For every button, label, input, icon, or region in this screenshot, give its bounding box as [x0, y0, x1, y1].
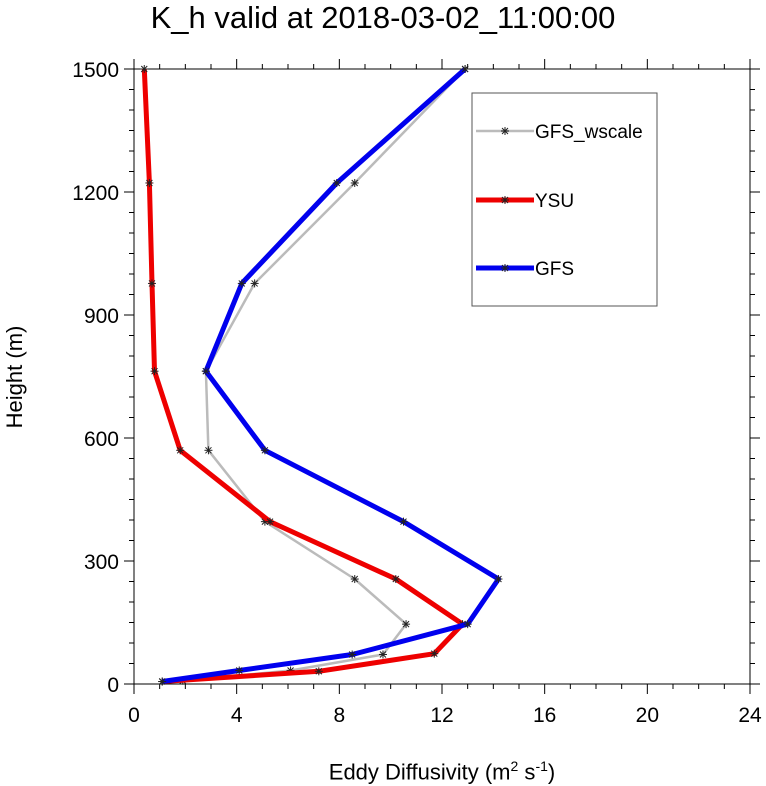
- x-tick-label: 24: [738, 704, 762, 727]
- legend-marker: [501, 264, 509, 272]
- marker-stroke: [400, 518, 407, 525]
- x-axis-unit-exponent-1: 2: [510, 758, 519, 774]
- series-point-gfs: [201, 367, 210, 376]
- x-tick-label: 20: [636, 704, 659, 727]
- series-point-gfs-wscale: [378, 650, 387, 659]
- series-point-ysu: [430, 649, 439, 658]
- legend-label: YSU: [535, 191, 574, 212]
- marker-stroke: [333, 179, 341, 187]
- series-line-gfs: [161, 67, 501, 684]
- series-point-gfs: [158, 677, 167, 686]
- series-point-ysu: [314, 667, 323, 676]
- marker-stroke: [158, 678, 166, 685]
- marker-stroke: [151, 367, 158, 375]
- y-tick-label: 0: [107, 674, 119, 697]
- marker-stroke: [238, 280, 246, 287]
- marker-stroke: [146, 179, 153, 187]
- series-point-ysu: [145, 178, 154, 187]
- marker-stroke: [501, 127, 509, 135]
- marker-stroke: [461, 65, 469, 73]
- marker-stroke: [348, 651, 356, 658]
- x-axis-label-text: Eddy Diffusivity (m: [328, 759, 511, 785]
- marker-stroke: [202, 367, 210, 375]
- series-line-ysu: [141, 68, 465, 684]
- marker-stroke: [464, 620, 472, 628]
- series-point-gfs: [463, 620, 472, 629]
- series-point-ysu: [140, 65, 149, 73]
- marker-stroke: [176, 446, 184, 454]
- y-tick-label: 600: [84, 428, 119, 451]
- x-tick-label: 4: [231, 704, 243, 727]
- series-point-ysu: [391, 575, 400, 584]
- y-tick-label: 1500: [72, 59, 119, 82]
- y-tick-label: 300: [84, 551, 119, 574]
- marker-stroke: [495, 575, 502, 583]
- series-point-gfs: [237, 279, 246, 288]
- marker-stroke: [261, 446, 269, 454]
- marker-stroke: [351, 179, 359, 187]
- marker-stroke: [251, 280, 258, 287]
- x-tick-label: 16: [533, 704, 556, 727]
- marker-stroke: [205, 446, 212, 454]
- x-axis-unit-end: ): [547, 759, 556, 785]
- marker-stroke: [351, 575, 359, 583]
- series-point-gfs-wscale: [350, 178, 359, 187]
- x-tick-label: 0: [128, 704, 140, 727]
- marker-stroke: [501, 196, 509, 204]
- marker-stroke: [148, 280, 156, 287]
- marker-stroke: [402, 620, 410, 628]
- legend-label: GFS_wscale: [535, 122, 643, 143]
- legend-marker: [501, 196, 509, 204]
- y-tick-label: 1200: [72, 182, 119, 205]
- series-point-gfs-wscale: [204, 446, 213, 455]
- marker-stroke: [430, 650, 438, 658]
- series-point-gfs: [235, 666, 244, 675]
- x-axis-unit-mid: s: [518, 759, 536, 785]
- marker-stroke: [266, 518, 274, 525]
- series-point-gfs: [332, 178, 341, 187]
- plot-frame: [133, 68, 751, 685]
- x-axis-label: Eddy Diffusivity (m2 s-1): [134, 752, 750, 786]
- marker-stroke: [315, 667, 323, 675]
- legend-label: GFS: [535, 259, 574, 280]
- series-point-gfs-wscale: [350, 575, 359, 584]
- series-point-ysu: [266, 517, 275, 526]
- marker-stroke: [140, 65, 148, 73]
- series-point-ysu: [150, 367, 159, 376]
- series-line-gfs-wscale: [182, 68, 466, 682]
- series-point-gfs: [348, 650, 357, 659]
- legend-marker: [501, 127, 509, 135]
- y-tick-label: 900: [84, 305, 119, 328]
- series-point-gfs: [494, 575, 503, 584]
- series-point-gfs-wscale: [250, 279, 259, 288]
- series-point-ysu: [176, 446, 185, 455]
- series-point-gfs-wscale: [402, 620, 411, 629]
- x-tick-label: 8: [333, 704, 345, 727]
- series-point-ysu: [147, 279, 156, 288]
- chart-title: K_h valid at 2018-03-02_11:00:00: [150, 0, 616, 35]
- marker-stroke: [379, 651, 387, 658]
- series-point-gfs: [461, 65, 470, 73]
- x-tick-label: 12: [430, 704, 453, 727]
- marker-stroke: [501, 264, 509, 272]
- marker-stroke: [235, 667, 243, 674]
- marker-stroke: [392, 575, 400, 583]
- series-point-gfs: [260, 446, 269, 455]
- series-point-gfs: [399, 517, 408, 526]
- y-axis-label: Height (m): [2, 325, 27, 429]
- x-axis-unit-exponent-2: -1: [535, 758, 548, 774]
